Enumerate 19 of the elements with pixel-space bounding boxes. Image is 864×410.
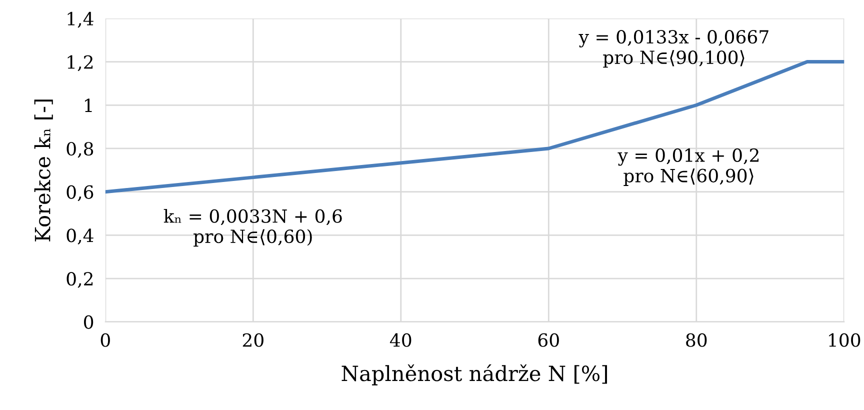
x-tick-label: 100 <box>829 333 860 347</box>
x-axis-title: Naplněnost nádrže N [%] <box>342 364 607 386</box>
y-tick-label: 0 <box>84 315 94 329</box>
y-tick-label: 1,2 <box>68 55 93 72</box>
y-tick-label: 0,4 <box>66 228 94 244</box>
y-tick-label: 1 <box>85 98 92 112</box>
y-tick-label: 0,6 <box>66 185 94 202</box>
x-tick-label: 20 <box>242 333 264 347</box>
annotation: kₙ = 0,0033N + 0,6 pro N∈⟨0,60) <box>164 208 342 247</box>
annotation: y = 0,01x + 0,2 pro N∈⟨60,90⟩ <box>618 148 758 186</box>
x-tick-label: 0 <box>100 333 110 347</box>
x-tick-label: 80 <box>686 333 707 347</box>
y-tick-label: 0,8 <box>66 142 94 158</box>
y-axis-title: Korekce kₙ [-] <box>34 100 53 242</box>
y-tick-label: 1,4 <box>68 12 94 28</box>
y-tick-label: 0,2 <box>66 272 93 288</box>
x-tick-label: 40 <box>390 333 412 347</box>
annotation: y = 0,0133x - 0,0667 pro N∈⟨90,100⟩ <box>578 30 768 68</box>
x-tick-label: 60 <box>538 333 559 347</box>
